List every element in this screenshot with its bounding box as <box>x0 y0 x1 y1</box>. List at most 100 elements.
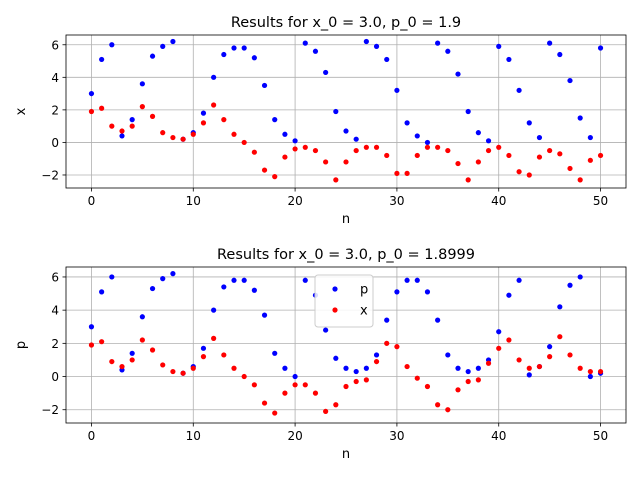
data-point <box>200 120 207 126</box>
y-tick-label: −2 <box>41 168 59 182</box>
data-point <box>99 289 105 295</box>
data-point <box>109 274 115 280</box>
data-point <box>190 131 196 137</box>
x-tick-label: 0 <box>88 194 96 208</box>
plot-frame <box>65 34 627 189</box>
data-point <box>485 138 492 144</box>
data-point <box>384 152 390 159</box>
data-point <box>424 289 431 295</box>
data-point <box>384 317 390 323</box>
data-point <box>577 274 583 280</box>
data-point <box>241 139 247 146</box>
data-point <box>200 110 207 116</box>
y-tick-label: 0 <box>51 370 59 384</box>
data-point <box>506 292 512 298</box>
data-point <box>516 87 522 93</box>
y-tick-label: 4 <box>51 71 59 85</box>
x-tick-label: 20 <box>287 194 302 208</box>
data-point <box>312 48 319 54</box>
data-point <box>536 134 543 141</box>
data-point <box>455 160 461 167</box>
data-point <box>323 327 329 333</box>
x-tick-label: 40 <box>491 429 506 443</box>
y-tick-label: 4 <box>51 304 59 318</box>
data-point <box>139 337 145 343</box>
data-point <box>149 285 156 292</box>
data-point <box>363 38 369 45</box>
data-point <box>445 147 451 154</box>
x-tick-label: 50 <box>593 194 608 208</box>
data-point <box>557 334 563 340</box>
data-point <box>536 154 543 160</box>
data-point <box>424 383 431 390</box>
data-point <box>485 360 492 366</box>
data-point <box>292 373 298 380</box>
data-point <box>323 69 329 76</box>
data-point <box>496 43 502 49</box>
data-point <box>414 152 420 159</box>
data-point <box>526 365 532 371</box>
data-point <box>221 352 227 358</box>
data-point <box>241 45 247 51</box>
data-point <box>160 362 166 368</box>
data-point <box>261 400 268 406</box>
y-axis-label: p <box>14 341 29 349</box>
data-point <box>547 147 553 154</box>
data-point <box>567 352 573 358</box>
data-point <box>109 358 115 365</box>
data-point <box>435 402 441 408</box>
data-point <box>353 378 359 385</box>
data-point <box>251 287 257 293</box>
data-point <box>475 377 481 383</box>
data-point <box>149 347 156 353</box>
data-point <box>557 51 563 58</box>
data-point <box>516 357 522 363</box>
data-point <box>333 402 339 408</box>
data-point <box>211 335 217 341</box>
data-point <box>547 354 553 360</box>
data-point <box>404 277 410 283</box>
data-point <box>241 277 247 283</box>
data-point <box>455 71 461 77</box>
data-point <box>577 177 583 183</box>
data-point <box>261 167 268 173</box>
data-point <box>312 390 319 396</box>
data-point <box>109 42 115 48</box>
data-point <box>99 105 105 111</box>
data-point <box>394 289 400 295</box>
data-point <box>170 271 176 277</box>
data-point <box>567 77 573 84</box>
data-point <box>373 43 380 49</box>
data-point <box>129 123 135 129</box>
data-point <box>272 410 278 416</box>
data-point <box>302 40 308 46</box>
data-point <box>363 365 369 371</box>
data-point <box>516 277 522 283</box>
data-point <box>170 134 176 141</box>
data-point <box>547 40 553 46</box>
y-tick-label: 6 <box>51 270 59 284</box>
data-point <box>251 55 257 61</box>
data-point <box>557 304 563 310</box>
data-point <box>139 81 145 87</box>
x-tick-label: 0 <box>88 429 96 443</box>
series-1 <box>88 38 604 146</box>
data-point <box>465 177 471 183</box>
data-point <box>119 133 125 139</box>
data-point <box>597 368 604 375</box>
chart-title: Results for x_0 = 3.0, p_0 = 1.9 <box>231 15 461 31</box>
data-point <box>251 149 257 155</box>
data-point <box>333 355 339 361</box>
data-point <box>394 170 400 176</box>
legend-box <box>314 274 374 328</box>
data-point <box>221 117 227 123</box>
data-point <box>129 117 135 123</box>
data-point <box>353 147 359 154</box>
x-tick-label: 10 <box>186 429 201 443</box>
data-point <box>261 312 268 318</box>
data-point <box>496 144 502 150</box>
x-tick-label: 20 <box>287 429 302 443</box>
data-point <box>272 117 278 123</box>
data-point <box>99 339 105 345</box>
